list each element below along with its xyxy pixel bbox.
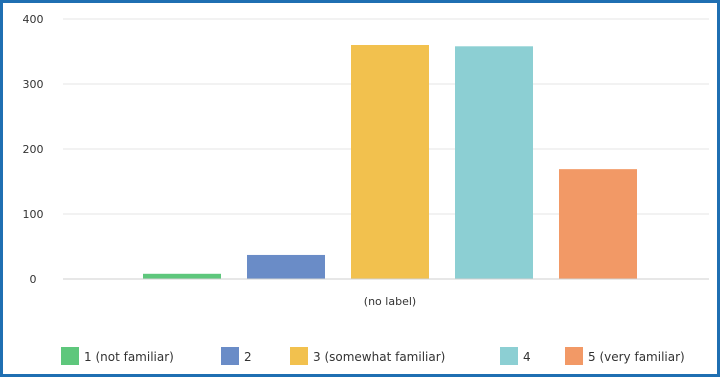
legend-item: 4 — [500, 347, 531, 365]
legend-swatch — [61, 347, 79, 365]
bar-series-1 — [143, 273, 221, 279]
y-tick-label: 100 — [23, 208, 44, 221]
legend-label: 3 (somewhat familiar) — [313, 350, 445, 364]
legend-swatch — [221, 347, 239, 365]
legend-swatch — [290, 347, 308, 365]
legend-label: 2 — [244, 350, 252, 364]
legend-swatch — [500, 347, 518, 365]
legend-item: 1 (not familiar) — [61, 347, 174, 365]
legend-label: 4 — [523, 350, 531, 364]
bar-series-2 — [247, 254, 325, 279]
legend: 1 (not familiar) 2 3 (somewhat familiar) 4 5… — [61, 347, 685, 365]
legend-label: 5 (very familiar) — [588, 350, 685, 364]
bar-series-5 — [559, 169, 637, 279]
y-axis-ticks: 0 100 200 300 400 — [23, 13, 44, 286]
y-tick-label: 400 — [23, 13, 44, 26]
y-tick-label: 200 — [23, 143, 44, 156]
bar-chart: 0 100 200 300 400 (no label) 1 (not familiar… — [23, 13, 709, 365]
bar-series-3 — [351, 45, 429, 279]
y-tick-label: 300 — [23, 78, 44, 91]
legend-swatch — [565, 347, 583, 365]
legend-item: 2 — [221, 347, 252, 365]
bar-series-4 — [455, 46, 533, 279]
bars — [143, 45, 637, 279]
legend-label: 1 (not familiar) — [84, 350, 174, 364]
y-tick-label: 0 — [30, 273, 37, 286]
legend-item: 3 (somewhat familiar) — [290, 347, 445, 365]
legend-item: 5 (very familiar) — [565, 347, 685, 365]
x-category-label: (no label) — [364, 295, 416, 308]
x-axis-categories: (no label) — [364, 295, 416, 308]
